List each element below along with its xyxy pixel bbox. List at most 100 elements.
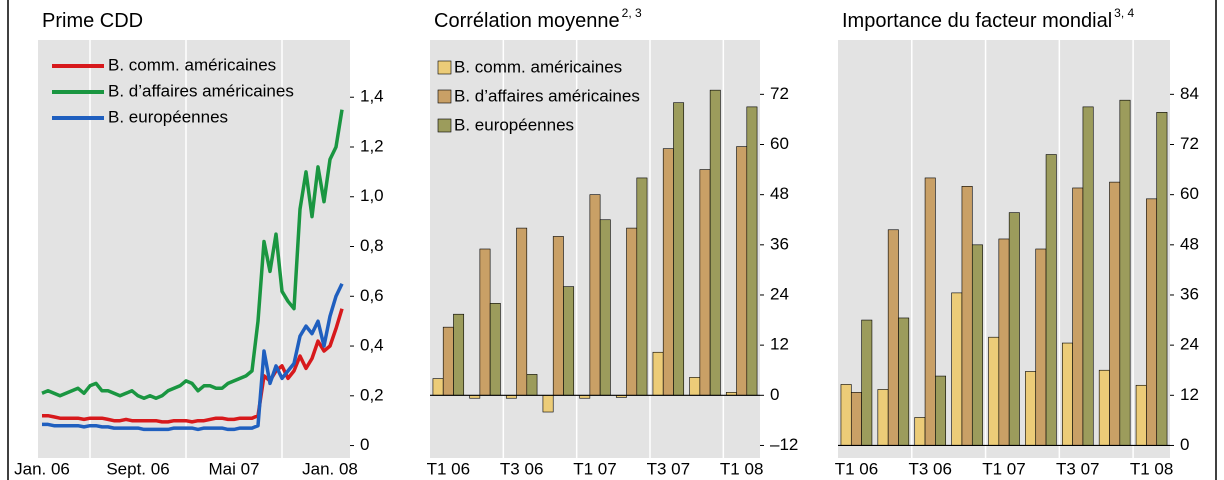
chart-title: Importance du facteur mondial 3, 4 [842,6,1134,32]
bar [542,394,554,413]
y-tick-label: 24 [770,284,789,303]
y-tick-label: 0 [1180,435,1189,454]
bar [662,148,674,396]
y-tick-label: 12 [770,335,789,354]
legend-label: B. comm. américaines [108,55,276,74]
legend-label: B. d’affaires américaines [454,86,640,105]
x-tick-label: Sept. 06 [106,459,169,478]
bar [1156,112,1168,446]
bar [998,238,1010,446]
y-tick-label: 36 [1180,284,1199,303]
bar [689,377,701,396]
bar [563,286,575,396]
legend-swatch [437,89,452,104]
bar [914,417,926,446]
bar [516,227,528,396]
bar [453,313,465,396]
legend-label: B. d’affaires américaines [108,81,294,100]
title-text: Prime CDD [42,10,143,32]
title-text: Corrélation moyenne [434,10,620,32]
x-tick-label: Jan. 06 [14,459,70,478]
y-tick-label: 24 [1180,335,1199,354]
y-tick-label: 84 [1180,84,1199,103]
bar [479,248,491,396]
bar [1072,187,1084,446]
x-tick-label: T1 07 [573,459,616,478]
bar [961,186,973,446]
y-tick-label: 60 [770,134,789,153]
bar [887,229,899,446]
x-tick-label: T3 07 [647,459,690,478]
bar [1008,212,1020,446]
y-tick-label: 1,0 [360,186,384,205]
y-tick-label: 0 [360,435,369,454]
y-tick-label: 12 [1180,385,1199,404]
bar [1025,371,1037,446]
bar [1109,181,1121,446]
bar [951,292,963,446]
y-tick-label: 1,2 [360,136,384,155]
x-tick-label: T3 06 [500,459,543,478]
y-tick-label: 48 [770,184,789,203]
line-series [41,109,344,401]
y-tick-label: 72 [1180,134,1199,153]
bar [709,89,721,396]
bar [898,317,910,446]
bar [442,326,454,396]
title-note: 3, 4 [1114,6,1134,20]
bar [1146,198,1158,446]
line-series [42,283,344,432]
x-tick-label: T1 06 [427,459,470,478]
y-tick-label: 0,2 [360,385,384,404]
y-tick-label: 0,6 [360,286,384,305]
bar [599,219,611,396]
bar [746,106,758,396]
legend-swatch [437,60,452,75]
x-tick-label: T3 06 [908,459,951,478]
bar [1098,369,1110,446]
bar [971,244,983,446]
bar [1119,99,1131,446]
bar [1082,106,1094,446]
x-tick-label: T1 06 [835,459,878,478]
x-tick-label: T3 07 [1056,459,1099,478]
x-tick-label: T1 07 [982,459,1025,478]
x-tick-label: T1 08 [720,459,763,478]
title-text: Importance du facteur mondial [842,10,1112,32]
bar [552,236,564,396]
bar [935,375,947,446]
chart-title: Prime CDD [42,10,143,32]
legend-label: B. européennes [108,107,228,126]
legend-label: B. comm. américaines [454,57,622,76]
bar [988,336,1000,446]
bar [850,392,862,446]
x-tick-label: T1 08 [1130,459,1173,478]
plot-area [38,40,350,458]
y-tick-label: 0,8 [360,236,384,255]
bar [736,146,748,396]
title-note: 2, 3 [622,6,642,20]
bar [1135,384,1147,446]
chart-title: Corrélation moyenne 2, 3 [434,6,642,32]
x-tick-label: Jan. 08 [302,459,358,478]
bar [699,169,711,396]
y-tick-label: 48 [1180,234,1199,253]
bar [673,102,685,396]
y-tick-label: 36 [770,234,789,253]
bar [432,378,444,396]
y-tick-label: 0 [770,385,779,404]
bar [589,194,601,396]
y-tick-label: 1,4 [360,87,384,106]
line-series [42,308,344,424]
bar [1045,154,1057,446]
x-tick-label: Mai 07 [208,459,259,478]
bar [652,351,664,396]
bar [877,389,889,446]
y-tick-label: –12 [770,435,798,454]
bar [489,303,501,396]
y-tick-label: 60 [1180,184,1199,203]
bar [924,177,936,446]
legend-swatch [437,118,452,133]
bar [526,374,538,396]
